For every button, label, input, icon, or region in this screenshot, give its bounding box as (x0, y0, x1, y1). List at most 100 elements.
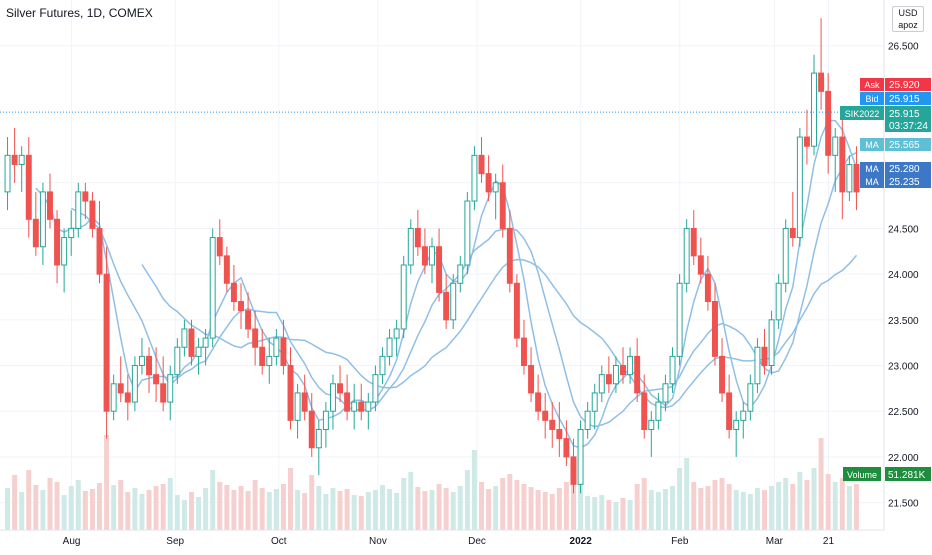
volume-bar (627, 500, 633, 530)
last-countdown: 03:37:24 (889, 121, 928, 132)
candle-body (181, 328, 188, 348)
volume-bar (698, 488, 704, 530)
candle-body (146, 355, 153, 376)
ma1-tag-value-bg (885, 138, 931, 151)
candle-body (818, 72, 825, 92)
currency-selector[interactable]: USD apoz (892, 6, 924, 32)
candle-body (768, 319, 775, 367)
volume-bars (5, 435, 859, 530)
candle-body (337, 383, 344, 394)
candle-body (612, 365, 619, 385)
volume-bar (351, 495, 357, 530)
candle-body (853, 163, 860, 193)
candle-body (202, 337, 209, 348)
candle-body (464, 200, 471, 266)
volume-bar (563, 482, 569, 530)
volume-bar (259, 488, 265, 530)
candle-body (252, 328, 259, 348)
candles (4, 18, 860, 494)
time-axis: Aug Sep Oct Nov Dec 2022 Feb Mar 21 (63, 536, 835, 547)
volume-value-bg (885, 467, 931, 481)
candle-body (747, 383, 754, 412)
candle-body (641, 392, 648, 430)
candle-body (329, 383, 336, 412)
price-tick-label: 22.500 (888, 407, 919, 418)
candle-body (273, 337, 280, 357)
volume-bar (365, 492, 371, 530)
last-symbol-label: SIK2022 (845, 109, 880, 119)
volume-bar (288, 468, 293, 530)
volume-value: 51.281K (888, 470, 926, 481)
volume-bar (839, 478, 845, 530)
candle-body (358, 401, 365, 412)
volume-bar (280, 484, 286, 530)
candle-body (259, 346, 266, 367)
candle-body (549, 419, 556, 430)
volume-bar (132, 488, 138, 530)
candle-body (669, 355, 676, 385)
candle-body (315, 428, 322, 449)
candle-body (697, 255, 704, 275)
volume-bar (203, 488, 209, 530)
volume-bar (415, 487, 421, 530)
candle-body (131, 365, 138, 403)
time-tick-label: Nov (369, 536, 387, 547)
volume-bar (188, 492, 194, 530)
volume-bar (450, 492, 456, 530)
candle-body (365, 401, 372, 412)
candle-body (513, 282, 520, 339)
candle-body (740, 410, 747, 421)
ma1-tag-value: 25.565 (889, 140, 920, 151)
candle-body (761, 346, 768, 367)
volume-bar (804, 480, 810, 530)
candle-body (754, 346, 761, 385)
volume-bar (89, 489, 95, 530)
candle-body (287, 365, 294, 421)
volume-bar (238, 486, 244, 530)
volume-bar (54, 482, 60, 530)
symbol-title: Silver Futures, 1D, COMEX (6, 6, 153, 20)
volume-bar (252, 480, 258, 530)
candle-body (627, 355, 634, 376)
candle-body (726, 392, 733, 430)
candle-body (556, 428, 563, 440)
bid-tag-label: Bid (865, 94, 878, 104)
candle-body (266, 355, 273, 367)
ma3-tag-label-bg (860, 175, 884, 188)
volume-bar (372, 490, 378, 530)
candle-body (436, 246, 443, 293)
time-tick-label: Sep (166, 536, 184, 547)
price-tick-label: 22.000 (888, 453, 919, 464)
candle-body (188, 328, 195, 357)
candle-body (782, 227, 789, 284)
volume-bar (118, 480, 124, 530)
volume-bar (585, 496, 591, 530)
volume-bar (196, 497, 202, 530)
volume-bar (549, 494, 555, 530)
candle-body (811, 72, 817, 147)
volume-bar (245, 491, 251, 530)
volume-bar (5, 488, 11, 530)
volume-bar (790, 484, 796, 530)
ma2-tag-value-bg (885, 162, 931, 175)
volume-bar (521, 484, 527, 530)
volume-bar (740, 492, 746, 530)
volume-bar (705, 486, 711, 530)
candle-body (47, 191, 53, 220)
candle-body (676, 282, 683, 357)
candle-body (690, 227, 697, 257)
candle-body (485, 173, 492, 193)
volume-bar (217, 482, 223, 530)
candle-body (478, 154, 485, 175)
currency-label: USD (898, 8, 918, 18)
candle-body (407, 227, 414, 266)
candle-body (414, 227, 421, 248)
last-value-bg (885, 106, 931, 132)
volume-bar (61, 495, 67, 530)
candle-body (153, 374, 160, 385)
volume-bar (733, 490, 739, 530)
ma1-tag-label-bg (860, 138, 884, 151)
